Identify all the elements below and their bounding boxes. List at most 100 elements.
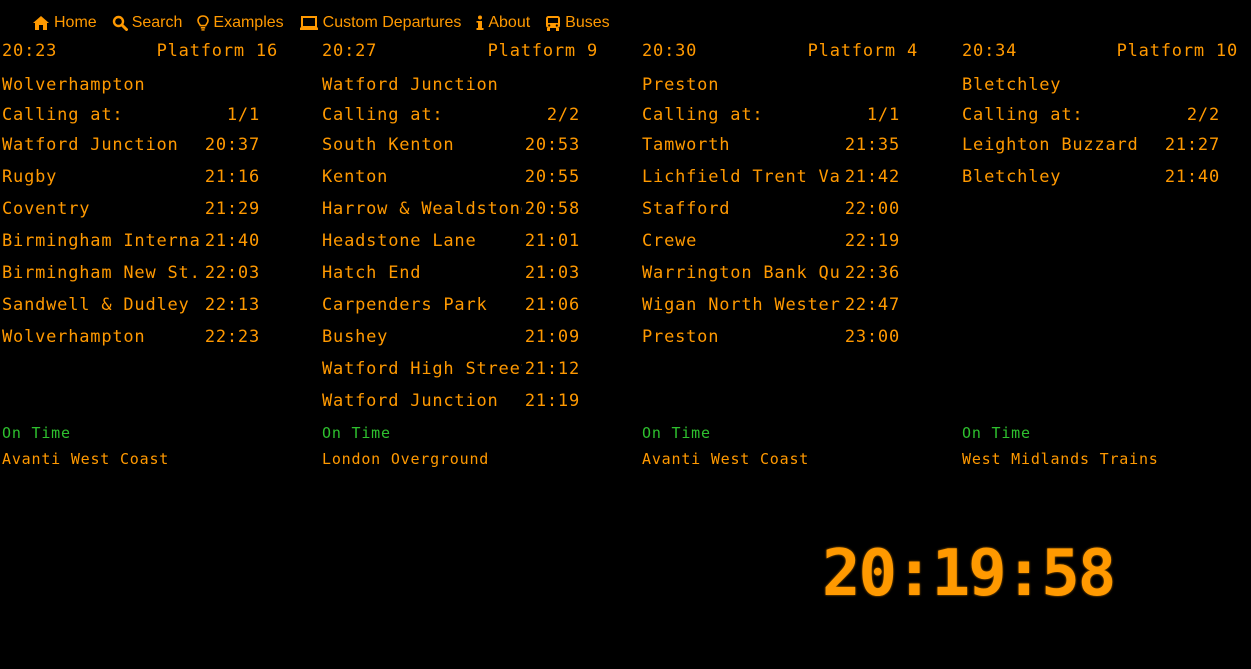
calling-at-row: Calling at: 2/2 (322, 104, 580, 126)
top-navigation: Home Search Examples Custom Departures A… (32, 12, 625, 34)
nav-home-label: Home (54, 14, 97, 31)
stop-name: Birmingham New St... (2, 263, 202, 283)
calling-point: Hatch End 21:03 (322, 262, 580, 294)
calling-points-list: Leighton Buzzard 21:27 Bletchley 21:40 (962, 134, 1238, 422)
calling-point: Coventry 21:29 (2, 198, 260, 230)
operator-name: Avanti West Coast (2, 450, 170, 468)
stop-time: 21:42 (844, 167, 900, 187)
calling-at-row: Calling at: 1/1 (2, 104, 260, 126)
stop-name: Wolverhampton (2, 327, 146, 347)
nav-custom-departures-label: Custom Departures (322, 14, 462, 31)
platform-label: Platform 9 (487, 41, 598, 61)
nav-search-link[interactable]: Search (112, 14, 183, 32)
stop-name: Lichfield Trent Va... (642, 167, 842, 187)
calling-point: Rugby 21:16 (2, 166, 260, 198)
platform-label: Platform 4 (807, 41, 918, 61)
status-on-time: On Time (642, 424, 711, 442)
stop-time: 21:27 (1164, 135, 1220, 155)
page-indicator: 1/1 (866, 105, 900, 125)
destination: Preston (642, 75, 720, 95)
calling-point: Watford Junction 21:19 (322, 390, 580, 422)
nav-examples-label: Examples (213, 14, 284, 31)
stop-time: 22:23 (204, 327, 260, 347)
nav-buses-link[interactable]: Buses (545, 14, 610, 32)
nav-home-link[interactable]: Home (32, 14, 97, 32)
board-header: 20:30 Platform 4 (642, 40, 918, 62)
departure-board: 20:30 Platform 4 Preston Calling at: 1/1… (642, 40, 918, 470)
calling-at-row: Calling at: 2/2 (962, 104, 1220, 126)
calling-point: Sandwell & Dudley 22:13 (2, 294, 260, 326)
calling-point: Wigan North Western 22:47 (642, 294, 900, 326)
calling-point: Watford High Street 21:12 (322, 358, 580, 390)
nav-search-label: Search (131, 14, 183, 31)
platform-label: Platform 16 (156, 41, 278, 61)
calling-point: Birmingham Interna...21:40 (2, 230, 260, 262)
departure-time: 20:30 (642, 41, 698, 61)
stop-name: Carpenders Park (322, 295, 488, 315)
calling-points-list: Watford Junction 20:37 Rugby 21:16 Coventr… (2, 134, 278, 422)
stop-time: 21:19 (524, 391, 580, 411)
calling-point: Tamworth 21:35 (642, 134, 900, 166)
calling-point: Crewe 22:19 (642, 230, 900, 262)
stop-time: 21:40 (204, 231, 260, 251)
stop-time: 21:09 (524, 327, 580, 347)
stop-name: Hatch End (322, 263, 422, 283)
calling-at-label: Calling at: (642, 105, 764, 125)
destination: Bletchley (962, 75, 1062, 95)
destination: Watford Junction (322, 75, 499, 95)
calling-at-label: Calling at: (322, 105, 444, 125)
stop-time: 21:12 (524, 359, 580, 379)
lightbulb-icon (197, 15, 210, 31)
stop-time: 21:03 (524, 263, 580, 283)
departure-board: 20:23 Platform 16 Wolverhampton Calling … (2, 40, 278, 470)
calling-point: Preston 23:00 (642, 326, 900, 358)
departure-board: 20:34 Platform 10 Bletchley Calling at: … (962, 40, 1238, 470)
current-time-clock: 20:19:58 (822, 537, 1116, 611)
stop-name: Crewe (642, 231, 698, 251)
calling-point: Wolverhampton 22:23 (2, 326, 260, 358)
page-indicator: 2/2 (1186, 105, 1220, 125)
stop-name: Watford High Street (322, 359, 522, 379)
departure-time: 20:27 (322, 41, 378, 61)
stop-name: Stafford (642, 199, 731, 219)
nav-about-link[interactable]: About (476, 14, 530, 32)
stop-time: 21:40 (1164, 167, 1220, 187)
info-icon (476, 15, 484, 31)
calling-point: Harrow & Wealdstone 20:58 (322, 198, 580, 230)
stop-time: 22:19 (844, 231, 900, 251)
stop-time: 22:03 (204, 263, 260, 283)
calling-point: Kenton 20:55 (322, 166, 580, 198)
stop-name: Headstone Lane (322, 231, 477, 251)
calling-point: Stafford 22:00 (642, 198, 900, 230)
nav-custom-departures-link[interactable]: Custom Departures (299, 14, 462, 32)
nav-buses-label: Buses (565, 14, 610, 31)
stop-name: Wigan North Western (642, 295, 842, 315)
calling-point: Bushey 21:09 (322, 326, 580, 358)
stop-time: 23:00 (844, 327, 900, 347)
calling-point: South Kenton 20:53 (322, 134, 580, 166)
page-indicator: 1/1 (226, 105, 260, 125)
calling-points-list: South Kenton 20:53 Kenton 20:55 Harrow & W… (322, 134, 598, 422)
search-icon (112, 15, 128, 31)
stop-time: 22:13 (204, 295, 260, 315)
stop-name: Harrow & Wealdstone (322, 199, 522, 219)
stop-name: Warrington Bank Qu... (642, 263, 842, 283)
nav-examples-link[interactable]: Examples (197, 14, 284, 32)
operator-name: Avanti West Coast (642, 450, 810, 468)
stop-time: 21:16 (204, 167, 260, 187)
stop-name: Bletchley (962, 167, 1062, 187)
stop-name: Kenton (322, 167, 389, 187)
status-on-time: On Time (962, 424, 1031, 442)
stop-name: Leighton Buzzard (962, 135, 1139, 155)
laptop-icon (299, 15, 319, 31)
calling-point: Watford Junction 20:37 (2, 134, 260, 166)
operator-name: London Overground (322, 450, 490, 468)
stop-time: 20:55 (524, 167, 580, 187)
stop-time: 21:29 (204, 199, 260, 219)
stop-name: Preston (642, 327, 720, 347)
stop-time: 22:36 (844, 263, 900, 283)
stop-time: 21:35 (844, 135, 900, 155)
calling-point: Birmingham New St... 22:03 (2, 262, 260, 294)
calling-point: Warrington Bank Qu...22:36 (642, 262, 900, 294)
stop-name: Birmingham Interna... (2, 231, 202, 251)
